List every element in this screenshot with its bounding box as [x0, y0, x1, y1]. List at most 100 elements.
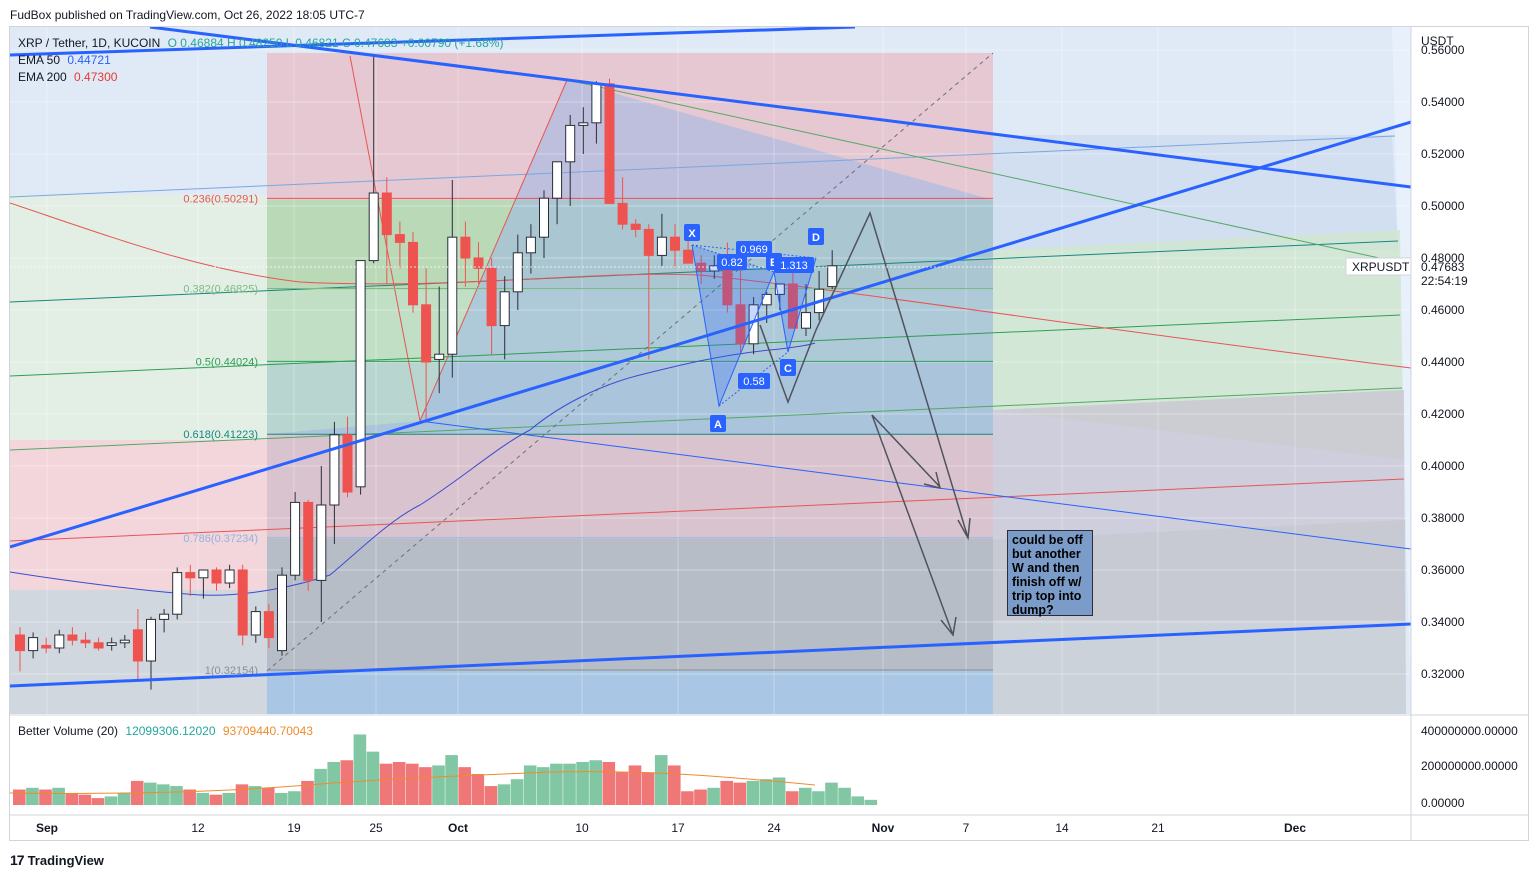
- grid-lines: [10, 27, 1411, 714]
- legend-volume-row[interactable]: Better Volume (20) 12099306.12020 937094…: [18, 724, 313, 738]
- volume-bar: [484, 786, 498, 805]
- ratio-label-4: 1.313: [780, 260, 808, 272]
- volume-bar: [392, 761, 406, 805]
- volume-axis[interactable]: 400000000.00000 200000000.00000 0.00000: [1421, 724, 1518, 810]
- candle-body: [434, 353, 445, 360]
- volume-bar: [379, 763, 393, 805]
- time-tick-label: 19: [287, 821, 301, 835]
- candles: [15, 55, 838, 690]
- pattern-point-labels: X A B C D 0.969 0.82 0.58 1.313: [684, 224, 824, 432]
- ratio-label-2: 0.82: [721, 257, 742, 269]
- channel-lines: [10, 52, 1411, 672]
- volume-bar: [52, 787, 65, 805]
- legend-symbol[interactable]: XRP / Tether, 1D, KUCOIN: [18, 36, 161, 50]
- volume-tick-label: 200000000.00000: [1421, 759, 1518, 773]
- volume-bar: [353, 734, 367, 805]
- volume-bar: [720, 780, 733, 805]
- time-tick-label: 7: [963, 821, 970, 835]
- candle-body: [303, 501, 314, 581]
- time-tick-label: 10: [575, 821, 589, 835]
- annotation-note[interactable]: could be off but another W and then fini…: [1007, 530, 1093, 617]
- candle-body: [696, 262, 707, 272]
- volume-bar: [772, 777, 786, 805]
- volume-bar: [209, 794, 223, 805]
- candle-body: [565, 124, 576, 163]
- footer-brand[interactable]: 17 TradingView: [10, 852, 104, 868]
- price-tick-label: 0.54000: [1421, 95, 1465, 109]
- candle-body: [67, 634, 78, 641]
- point-a-label: A: [714, 419, 722, 431]
- harmonic-pattern: [691, 244, 817, 408]
- time-tick-label: 24: [767, 821, 781, 835]
- time-tick-label: 21: [1151, 821, 1165, 835]
- volume-bar: [288, 791, 301, 805]
- projection-arrows: [759, 210, 971, 637]
- volume-bar: [144, 782, 157, 805]
- volume-bar: [445, 755, 458, 805]
- publisher-header: FudBox published on TradingView.com, Oct…: [10, 8, 365, 22]
- volume-bar: [510, 779, 524, 805]
- candle-body: [28, 637, 39, 652]
- volume-bar: [550, 763, 563, 805]
- volume-bar: [235, 784, 249, 805]
- candle-body: [290, 501, 301, 576]
- countdown-label: 22:54:19: [1421, 274, 1468, 288]
- time-tick-label: 12: [191, 821, 205, 835]
- price-tick-label: 0.32000: [1421, 667, 1465, 681]
- point-c-label: C: [784, 363, 792, 375]
- volume-bar: [471, 774, 485, 805]
- volume-average-line: [10, 771, 816, 794]
- volume-bar: [641, 772, 655, 805]
- point-d-label: D: [812, 232, 820, 244]
- candle-body: [499, 291, 510, 327]
- time-tick-label: 17: [671, 821, 685, 835]
- fib-level-label: 0.618(0.41223): [183, 429, 258, 441]
- volume-bar: [563, 763, 576, 805]
- volume-bar: [78, 794, 92, 805]
- candle-body: [486, 267, 497, 327]
- volume-bar: [314, 768, 327, 805]
- volume-bar: [458, 767, 471, 805]
- candle-body: [408, 241, 418, 306]
- price-tick-label: 0.50000: [1421, 199, 1465, 213]
- candle-body: [787, 283, 798, 329]
- time-axis[interactable]: Sep 12 19 25 Oct 10 17 24 Nov 7 14 21 Dec: [36, 821, 1306, 835]
- volume-bar: [170, 786, 183, 805]
- ema200-label: EMA 200: [18, 70, 67, 84]
- price-tick-label: 0.56000: [1421, 43, 1465, 57]
- candle-body: [119, 639, 130, 644]
- volume-tick-label: 0.00000: [1421, 796, 1465, 810]
- candle-body: [617, 202, 628, 225]
- volume-bar: [799, 787, 812, 805]
- volume-bar: [523, 765, 537, 805]
- volume-bar: [39, 789, 52, 805]
- price-axis[interactable]: 0.56000 0.54000 0.52000 0.50000 0.48000 0.460…: [1421, 43, 1465, 681]
- background-zones: [10, 27, 1411, 714]
- volume-bar: [183, 789, 196, 805]
- currency-label: USDT: [1421, 34, 1454, 48]
- candle-body: [41, 644, 52, 649]
- volume-bar: [615, 772, 629, 805]
- candle-body: [185, 572, 196, 579]
- volume-bar: [366, 751, 380, 805]
- legend-ema50-row[interactable]: EMA 50 0.44721: [18, 53, 111, 67]
- price-tick-label: 0.40000: [1421, 459, 1465, 473]
- price-tick-label: 0.34000: [1421, 615, 1465, 629]
- price-tick-label: 0.52000: [1421, 147, 1465, 161]
- volume-bar: [91, 798, 105, 805]
- candle-body: [316, 504, 327, 581]
- candle-body: [670, 236, 680, 251]
- volume-bar: [589, 760, 602, 805]
- volume-bar: [406, 763, 419, 805]
- candle-body: [80, 639, 91, 644]
- volume-bar: [628, 765, 642, 805]
- volume-bar: [825, 782, 838, 805]
- candle-body: [447, 236, 458, 355]
- candle-body: [211, 569, 222, 584]
- last-price-label: 0.47683: [1421, 260, 1465, 274]
- time-tick-label: 14: [1055, 821, 1069, 835]
- candle-body: [224, 569, 235, 584]
- ratio-label-1: 0.969: [740, 244, 768, 256]
- legend-ema200-row[interactable]: EMA 200 0.47300: [18, 70, 117, 84]
